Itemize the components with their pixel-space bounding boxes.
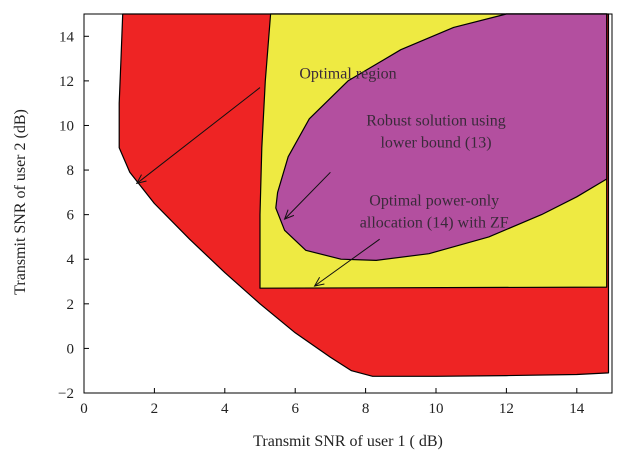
y-tick-label: 14 bbox=[59, 29, 75, 45]
x-tick-label: 10 bbox=[429, 401, 444, 417]
x-tick-label: 2 bbox=[151, 401, 159, 417]
annotation-text: Robust solution using bbox=[366, 112, 506, 129]
x-tick-label: 14 bbox=[569, 401, 585, 417]
x-tick-label: 12 bbox=[499, 401, 514, 417]
annotations-layer: Optimal region Robust solution using lower… bbox=[135, 66, 509, 287]
y-tick-label: −2 bbox=[58, 386, 74, 402]
plot-frame bbox=[83, 13, 613, 394]
y-axis-title: Transmit SNR of user 2 (dB) bbox=[12, 109, 29, 295]
annotation-arrowhead bbox=[135, 174, 147, 185]
y-tick-label: 4 bbox=[67, 252, 75, 268]
y-tick-label: 8 bbox=[67, 163, 75, 179]
x-tick-label: 6 bbox=[291, 401, 299, 417]
y-tick-label: 0 bbox=[67, 341, 75, 357]
x-axis-title: Transmit SNR of user 1 ( dB) bbox=[253, 433, 443, 450]
x-tick-label: 4 bbox=[221, 401, 229, 417]
y-axis: −2 0 2 4 6 8 10 12 14 bbox=[58, 29, 89, 402]
annotation-arrow bbox=[314, 238, 380, 287]
y-tick-label: 10 bbox=[59, 118, 74, 134]
y-tick-label: 12 bbox=[59, 74, 74, 90]
annotation-text: lower bound (13) bbox=[380, 134, 491, 151]
annotation-text: Optimal region bbox=[299, 66, 396, 83]
x-axis: 0 2 4 6 8 10 12 14 bbox=[80, 388, 585, 417]
x-tick-label: 8 bbox=[362, 401, 370, 417]
x-tick-label: 0 bbox=[80, 401, 88, 417]
y-tick-label: 6 bbox=[67, 208, 75, 224]
annotation-text: allocation (14) with ZF bbox=[360, 215, 509, 232]
regions-layer bbox=[118, 13, 610, 377]
annotation-arrow bbox=[136, 87, 261, 184]
annotation-arrowhead bbox=[283, 209, 295, 220]
y-tick-label: 2 bbox=[67, 297, 75, 313]
annotation-text: Optimal power-only bbox=[369, 193, 499, 210]
annotation-arrowhead bbox=[313, 277, 325, 287]
annotation-arrow bbox=[284, 171, 331, 220]
region-2 bbox=[275, 13, 608, 261]
